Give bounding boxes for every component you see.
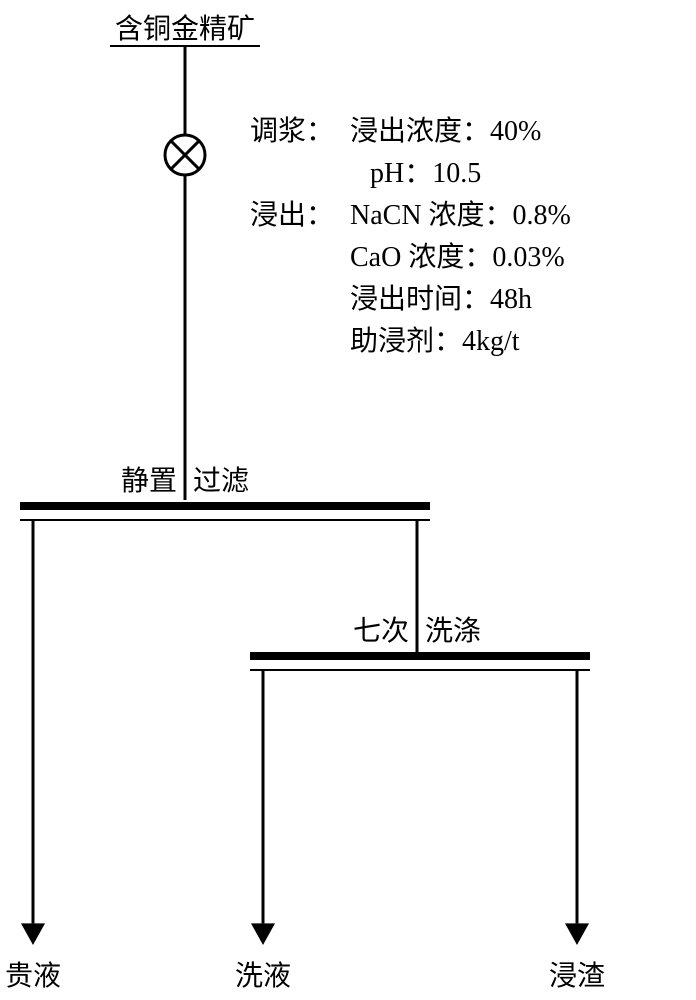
- param-slurry: 调浆：: [250, 115, 334, 147]
- output-wash-solution: 洗液: [235, 960, 291, 992]
- filter-left-label: 静置: [121, 465, 177, 497]
- process-flow-diagram: 含铜金精矿调浆： 浸出浓度：40% pH：10.5 浸出： NaCN 浓度：0.8% Ca…: [0, 0, 696, 1000]
- output-pregnant-solution: 贵液: [5, 960, 61, 992]
- param-leach-conc: 浸出浓度：40%: [350, 115, 541, 147]
- param-nacn: NaCN 浓度：0.8%: [350, 199, 571, 231]
- filter-right-label: 过滤: [193, 465, 249, 497]
- separator-bar: [250, 652, 590, 660]
- output-residue: 浸渣: [549, 960, 605, 992]
- arrow-head: [565, 923, 589, 945]
- wash-left-label: 七次: [353, 615, 409, 647]
- arrow-head: [21, 923, 45, 945]
- param-aid: 助浸剂：4kg/t: [350, 325, 520, 357]
- param-time: 浸出时间：48h: [350, 283, 532, 315]
- param-leach: 浸出：: [250, 199, 334, 231]
- separator-bar: [20, 502, 430, 510]
- wash-right-label: 洗涤: [425, 615, 481, 647]
- input-material: 含铜金精矿: [115, 13, 255, 45]
- param-cao: CaO 浓度：0.03%: [350, 241, 565, 273]
- arrow-head: [251, 923, 275, 945]
- param-ph: pH：10.5: [370, 158, 481, 189]
